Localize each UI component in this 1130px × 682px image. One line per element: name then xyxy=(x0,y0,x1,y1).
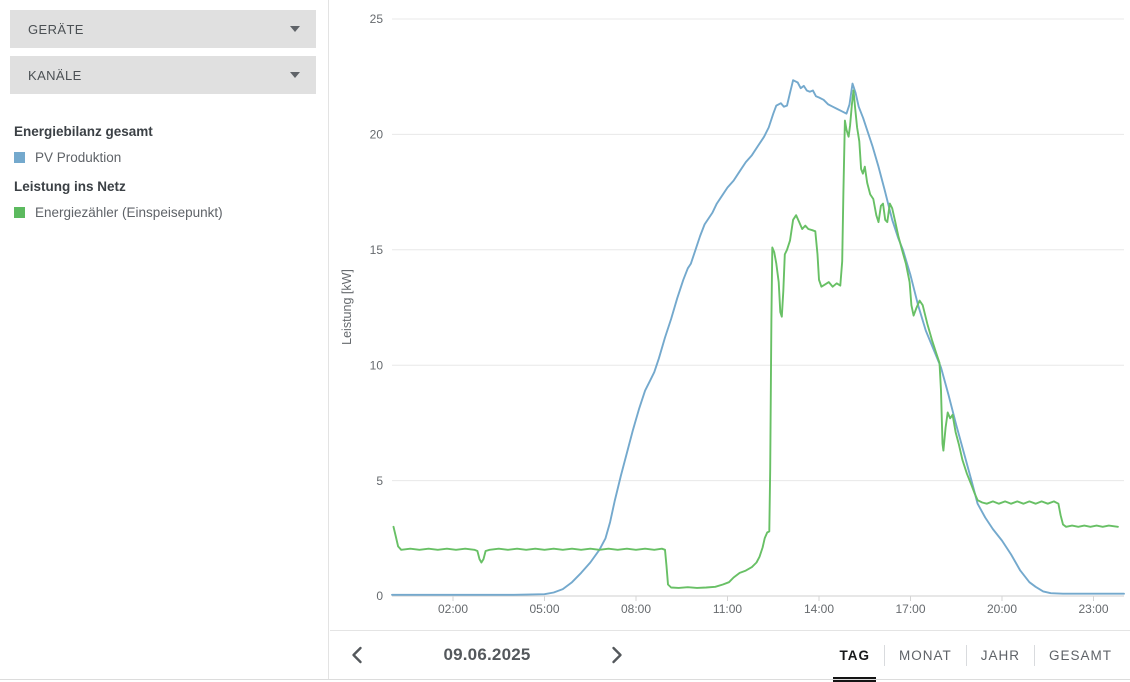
x-tick-label: 02:00 xyxy=(438,602,468,616)
devices-dropdown[interactable]: GERÄTE xyxy=(10,10,316,48)
x-tick-label: 11:00 xyxy=(713,602,742,616)
tab-jahr[interactable]: JAHR xyxy=(979,642,1022,669)
tab-monat[interactable]: MONAT xyxy=(897,642,954,669)
x-tick-label: 17:00 xyxy=(895,602,925,616)
power-line-chart[interactable]: 0 5 10 15 20 25 02:00 05:00 08:00 11:00 14:00 17:00… xyxy=(330,0,1130,620)
range-tabs: TAG MONAT JAHR GESAMT xyxy=(833,642,1114,682)
page-bottom-divider xyxy=(0,679,1130,680)
legend-item-energiezaehler[interactable]: Energiezähler (Einspeisepunkt) xyxy=(14,205,314,220)
series-energiez-hler-einspeisepunkt xyxy=(392,89,1119,589)
x-tick-label: 08:00 xyxy=(621,602,651,616)
legend-group-heading: Leistung ins Netz xyxy=(14,179,126,194)
next-day-button[interactable] xyxy=(602,641,632,669)
chart-panel: 0 5 10 15 20 25 02:00 05:00 08:00 11:00 14:00 17:00… xyxy=(330,0,1130,682)
date-toolbar: 09.06.2025 TAG MONAT JAHR GESAMT xyxy=(330,630,1130,682)
legend-item-label: Energiezähler (Einspeisepunkt) xyxy=(35,205,223,220)
chevron-right-icon xyxy=(612,646,622,664)
date-navigation: 09.06.2025 xyxy=(342,641,632,669)
tab-gesamt[interactable]: GESAMT xyxy=(1047,642,1114,669)
legend-group-leistung-ins-netz: Leistung ins Netz Energiezähler (Einspei… xyxy=(14,179,314,220)
tab-tag[interactable]: TAG xyxy=(833,642,876,682)
x-tick-label: 20:00 xyxy=(987,602,1017,616)
tab-divider xyxy=(883,644,885,666)
chevron-left-icon xyxy=(352,646,362,664)
y-tick-label: 15 xyxy=(370,243,384,257)
chevron-down-icon xyxy=(290,26,300,32)
y-tick-label: 5 xyxy=(376,474,383,488)
y-tick-label: 0 xyxy=(376,589,383,603)
current-date[interactable]: 09.06.2025 xyxy=(443,645,531,664)
chevron-down-icon xyxy=(290,72,300,78)
prev-day-button[interactable] xyxy=(342,641,372,669)
chart-legend: Energiebilanz gesamt PV Produktion Leist… xyxy=(14,124,314,234)
y-tick-label: 25 xyxy=(370,12,384,26)
legend-item-pv-produktion[interactable]: PV Produktion xyxy=(14,150,314,165)
y-tick-label: 20 xyxy=(370,128,384,142)
series-color-swatch xyxy=(14,207,25,218)
sidebar: GERÄTE KANÄLE Energiebilanz gesamt PV Pr… xyxy=(0,0,329,680)
x-tick-label: 23:00 xyxy=(1078,602,1108,616)
legend-group-energiebilanz: Energiebilanz gesamt PV Produktion xyxy=(14,124,314,165)
series-color-swatch xyxy=(14,152,25,163)
tab-divider xyxy=(965,644,967,666)
legend-group-heading: Energiebilanz gesamt xyxy=(14,124,153,139)
channels-dropdown[interactable]: KANÄLE xyxy=(10,56,316,94)
series-pv-produktion xyxy=(391,79,1125,596)
channels-dropdown-label: KANÄLE xyxy=(28,67,82,83)
y-tick-label: 10 xyxy=(370,358,384,372)
devices-dropdown-label: GERÄTE xyxy=(28,21,84,37)
x-tick-label: 14:00 xyxy=(804,602,834,616)
legend-item-label: PV Produktion xyxy=(35,150,122,165)
y-axis-title: Leistung [kW] xyxy=(340,269,354,345)
tab-divider xyxy=(1033,644,1035,666)
x-tick-label: 05:00 xyxy=(529,602,559,616)
